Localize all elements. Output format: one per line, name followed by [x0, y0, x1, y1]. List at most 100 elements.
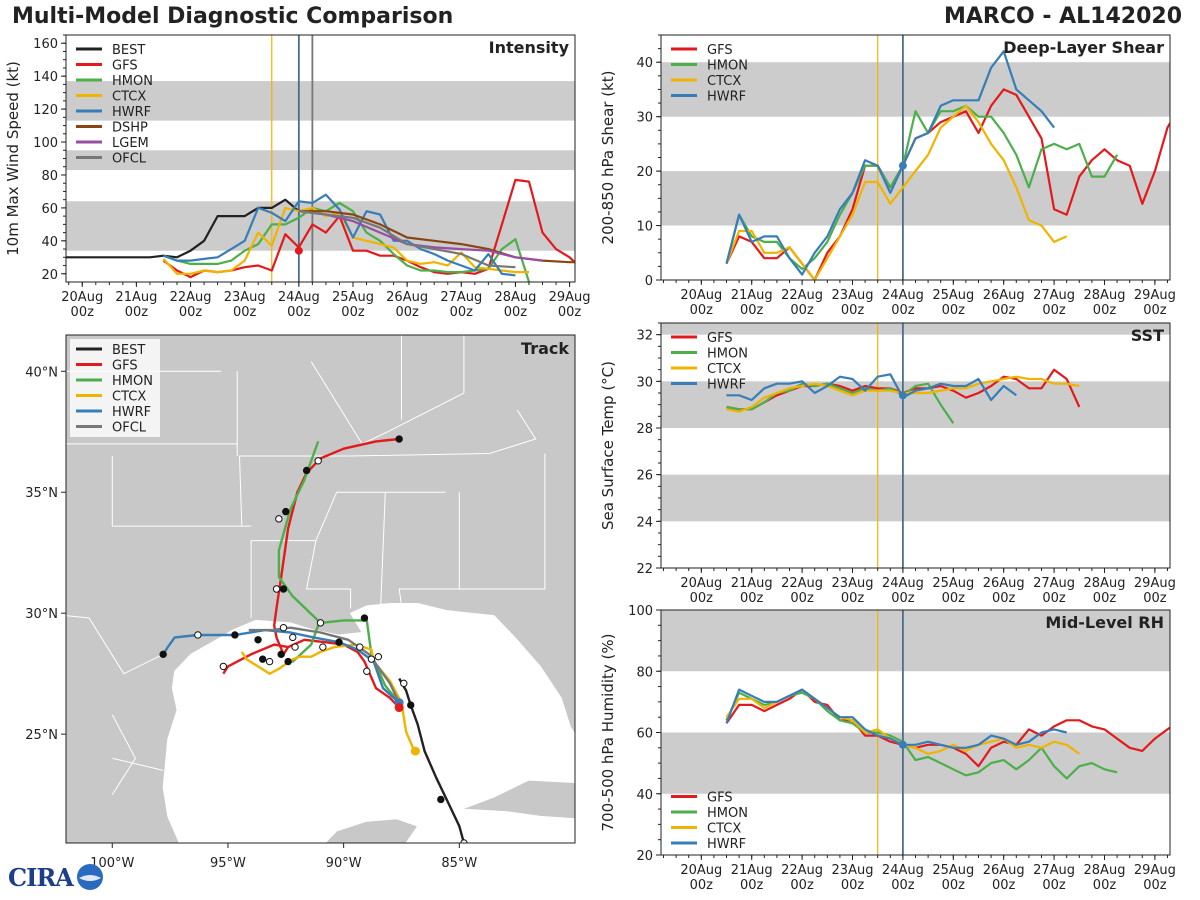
x-tick-hour: 00z: [841, 591, 865, 606]
lat-label: 35°N: [25, 486, 58, 501]
x-tick-day: 29Aug: [1134, 576, 1176, 591]
x-tick-day: 27Aug: [440, 290, 482, 305]
intensity-band-1: [661, 610, 1170, 672]
sst-chart: 22242628303220Aug00z21Aug00z22Aug00z23Au…: [599, 322, 1176, 606]
track-point: [282, 507, 290, 516]
x-tick-hour: 00z: [942, 303, 966, 318]
x-tick-day: 21Aug: [731, 863, 773, 878]
intensity-band-1: [661, 62, 1170, 117]
x-tick-hour: 00z: [891, 878, 915, 893]
y-tick-label: 120: [33, 103, 58, 118]
x-tick-hour: 00z: [1093, 303, 1117, 318]
y-tick-label: 32: [636, 329, 653, 344]
track-point: [400, 679, 408, 688]
lon-label: 95°W: [210, 856, 246, 871]
x-tick-day: 21Aug: [115, 290, 157, 305]
globe-icon: [76, 864, 103, 890]
legend-label-hwrf: HWRF: [707, 378, 746, 393]
x-tick-day: 23Aug: [224, 290, 266, 305]
lon-label: 100°W: [90, 856, 134, 871]
x-tick-day: 23Aug: [832, 288, 874, 303]
series-dshp: [298, 210, 575, 264]
track-point: [437, 795, 445, 804]
track-point: [356, 643, 364, 651]
legend-label-ctcx: CTCX: [707, 362, 741, 377]
x-tick-hour: 00z: [1143, 878, 1167, 893]
x-tick-day: 29Aug: [549, 290, 591, 305]
state-border: [459, 453, 546, 590]
intensity-band-1: [66, 150, 575, 171]
x-tick-hour: 00z: [740, 591, 764, 606]
x-tick-day: 27Aug: [1033, 863, 1075, 878]
state-border: [310, 361, 465, 445]
x-tick-day: 24Aug: [882, 576, 924, 591]
x-tick-day: 22Aug: [781, 576, 823, 591]
y-tick-label: 30: [636, 111, 653, 126]
state-border: [111, 714, 136, 795]
track-point: [360, 614, 369, 622]
y-tick-label: 28: [636, 422, 653, 437]
intensity-band-2: [66, 81, 575, 121]
legend-label-hwrf: HWRF: [112, 105, 151, 120]
state-border: [112, 757, 164, 771]
track-point: [254, 636, 262, 644]
y-tick-label: 60: [636, 727, 653, 742]
x-tick-hour: 00z: [287, 305, 311, 320]
x-tick-hour: 00z: [942, 878, 966, 893]
track-point: [159, 650, 167, 659]
x-tick-day: 28Aug: [1084, 863, 1126, 878]
track-point: [219, 662, 228, 671]
x-tick-hour: 00z: [1143, 591, 1167, 606]
x-tick-day: 27Aug: [1033, 576, 1075, 591]
track-point: [289, 633, 297, 642]
legend-label-gfs: GFS: [707, 43, 733, 58]
track-ctcx: [240, 643, 417, 754]
x-tick-hour: 00z: [690, 591, 714, 606]
x-tick-day: 25Aug: [932, 576, 974, 591]
logo-text: CIRA: [8, 862, 74, 892]
x-tick-day: 22Aug: [170, 290, 212, 305]
y-axis-label: 700-500 hPa Humidity (%): [599, 633, 617, 831]
x-tick-day: 26Aug: [983, 576, 1025, 591]
legend-label-dshp: DSHP: [112, 121, 148, 136]
x-tick-hour: 00z: [690, 303, 714, 318]
x-tick-hour: 00z: [450, 305, 474, 320]
intensity-band-2: [661, 323, 1170, 335]
x-tick-hour: 00z: [125, 305, 149, 320]
track-point: [316, 619, 325, 627]
x-tick-day: 22Aug: [781, 288, 823, 303]
legend-label-ctcx: CTCX: [112, 90, 146, 105]
x-tick-hour: 00z: [233, 305, 257, 320]
track-point: [194, 631, 202, 639]
legend-label-gfs: GFS: [707, 791, 733, 806]
track-point: [279, 624, 288, 632]
track-gfs_w: [222, 643, 289, 675]
x-tick-hour: 00z: [740, 878, 764, 893]
legend-label-ctcx: CTCX: [112, 390, 146, 405]
track-best: [398, 677, 466, 843]
track-point: [277, 650, 285, 659]
x-tick-hour: 00z: [841, 878, 865, 893]
x-tick-day: 29Aug: [1134, 288, 1176, 303]
x-tick-day: 26Aug: [983, 288, 1025, 303]
legend-label-hmon: HMON: [707, 806, 748, 821]
legend-label-hmon: HMON: [707, 347, 748, 362]
y-tick-label: 0: [645, 274, 653, 289]
x-tick-day: 21Aug: [731, 288, 773, 303]
x-tick-hour: 00z: [1093, 591, 1117, 606]
lat-label: 30°N: [25, 607, 58, 622]
intensity-band-0: [66, 201, 575, 251]
lat-label: 40°N: [25, 365, 58, 380]
y-tick-label: 100: [33, 136, 58, 151]
x-tick-day: 20Aug: [680, 863, 722, 878]
state-border: [380, 492, 386, 606]
y-tick-label: 10: [636, 220, 653, 235]
intensity-band-0: [661, 474, 1170, 522]
land-2: [461, 779, 575, 820]
x-tick-hour: 00z: [891, 303, 915, 318]
x-tick-hour: 00z: [179, 305, 203, 320]
series-ctcx: [725, 104, 1068, 280]
x-tick-hour: 00z: [690, 878, 714, 893]
legend-label-best: BEST: [112, 43, 145, 58]
